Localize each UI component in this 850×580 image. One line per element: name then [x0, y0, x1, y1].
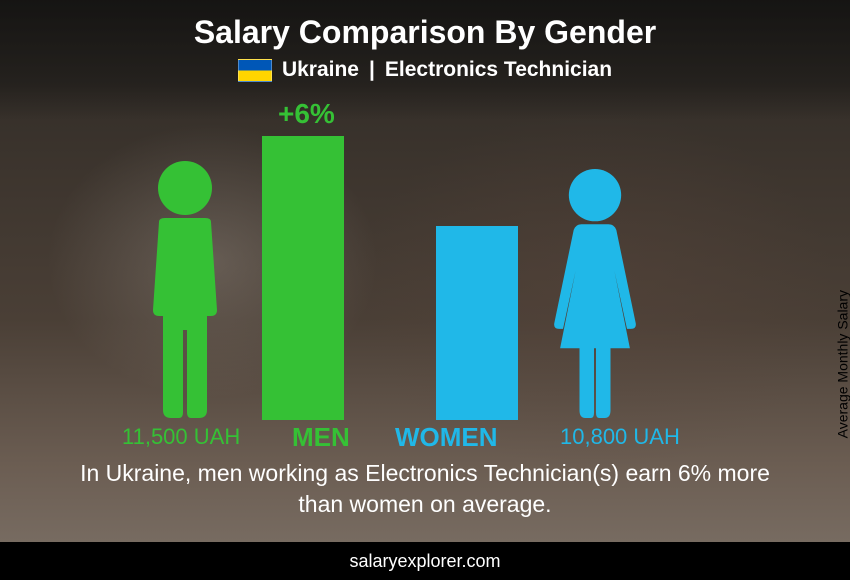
women-bar: [436, 226, 518, 420]
job-title-text: Electronics Technician: [385, 58, 612, 82]
men-salary-text: 11,500 UAH: [122, 424, 240, 450]
country-text: Ukraine: [282, 58, 359, 82]
footer-bar: salaryexplorer.com: [0, 542, 850, 580]
percent-difference-label: +6%: [278, 98, 335, 130]
footer-site-text: salaryexplorer.com: [349, 551, 500, 571]
ukraine-flag-icon: [238, 59, 272, 82]
women-label: WOMEN: [395, 422, 498, 453]
content-root: Salary Comparison By Gender Ukraine | El…: [0, 0, 850, 580]
men-bar: [262, 136, 344, 420]
page-title: Salary Comparison By Gender: [0, 14, 850, 51]
men-label: MEN: [292, 422, 350, 453]
separator-text: |: [369, 58, 375, 82]
subtitle-row: Ukraine | Electronics Technician: [0, 58, 850, 82]
description-text: In Ukraine, men working as Electronics T…: [80, 458, 770, 520]
y-axis-label: Average Monthly Salary: [834, 290, 850, 438]
chart-area: +6%: [120, 100, 680, 420]
women-salary-text: 10,800 UAH: [560, 424, 680, 450]
man-icon: [130, 160, 240, 420]
woman-icon: [540, 168, 650, 420]
